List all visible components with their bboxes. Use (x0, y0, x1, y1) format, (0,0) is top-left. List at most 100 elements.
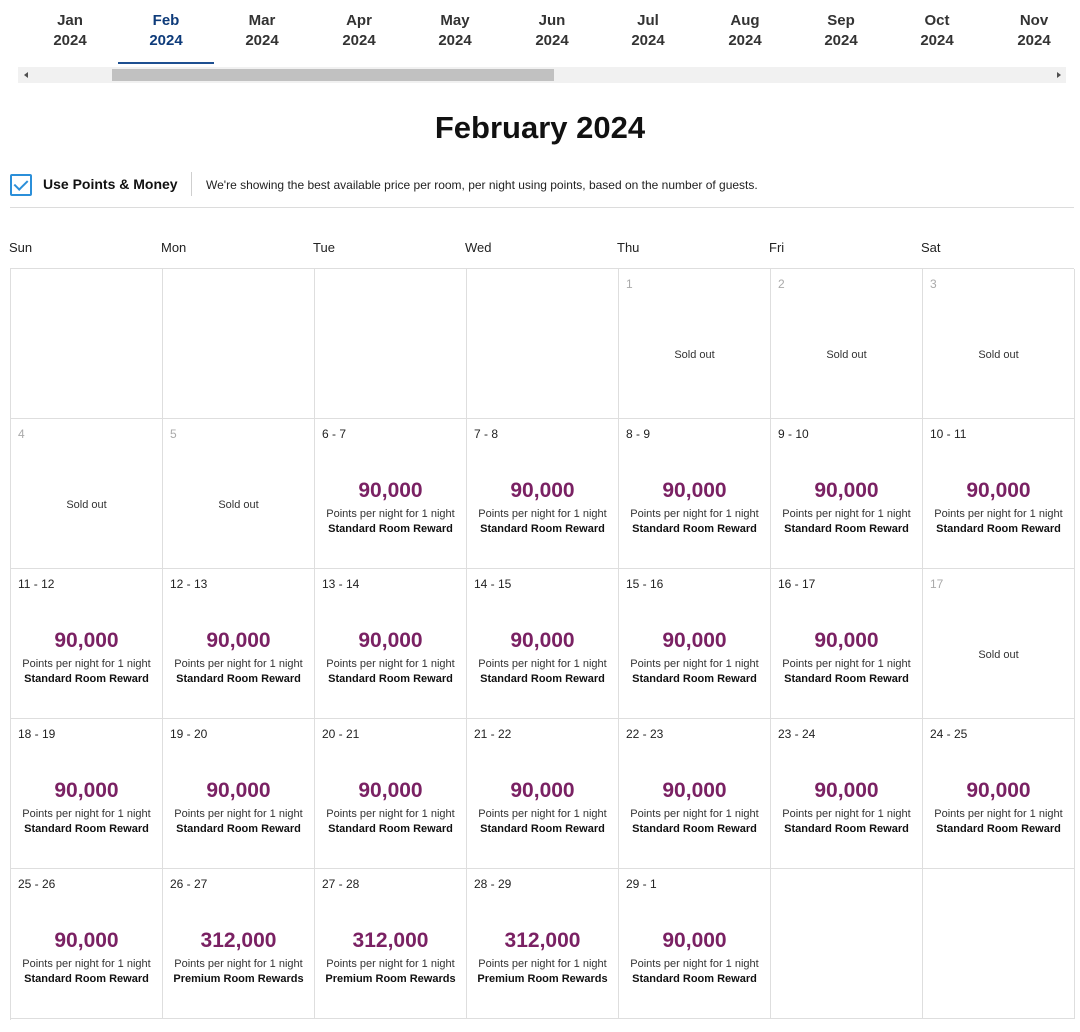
calendar-day-cell[interactable]: 11 - 12 90,000 Points per night for 1 nigh… (11, 569, 163, 719)
calendar-day-cell[interactable]: 24 - 25 90,000 Points per night for 1 nigh… (923, 719, 1075, 869)
calendar-day-cell[interactable]: 14 - 15 90,000 Points per night for 1 nigh… (467, 569, 619, 719)
month-tab-feb[interactable]: Feb 2024 (118, 0, 214, 64)
points-per-night-label: Points per night for 1 night (630, 508, 759, 520)
cell-date: 6 - 7 (322, 427, 347, 441)
sold-out-label: Sold out (978, 349, 1019, 361)
reward-type-label: Standard Room Reward (784, 823, 909, 835)
points-per-night-label: Points per night for 1 night (22, 658, 151, 670)
reward-type-label: Standard Room Reward (632, 973, 757, 985)
cell-date: 11 - 12 (18, 577, 55, 591)
cell-date: 26 - 27 (170, 877, 208, 891)
calendar-cell-empty (771, 869, 923, 1019)
month-tab-year: 2024 (438, 32, 472, 49)
cell-date: 25 - 26 (18, 877, 56, 891)
points-price: 90,000 (662, 779, 727, 802)
month-tab-name: Jan (57, 12, 83, 29)
month-tab-oct[interactable]: Oct 2024 (889, 0, 985, 64)
reward-type-label: Standard Room Reward (480, 523, 605, 535)
points-money-note: We're showing the best available price p… (206, 178, 758, 192)
cell-date: 8 - 9 (626, 427, 651, 441)
calendar-day-cell[interactable]: 28 - 29 312,000 Points per night for 1 nig… (467, 869, 619, 1019)
cell-date: 1 (626, 277, 633, 291)
reward-type-label: Standard Room Reward (328, 673, 453, 685)
reward-type-label: Standard Room Reward (176, 823, 301, 835)
calendar-day-cell[interactable]: 10 - 11 90,000 Points per night for 1 nigh… (923, 419, 1075, 569)
cell-date: 9 - 10 (778, 427, 809, 441)
scroll-thumb[interactable] (112, 69, 554, 81)
points-price: 90,000 (510, 479, 575, 502)
month-tab-jun[interactable]: Jun 2024 (504, 0, 600, 64)
cell-date: 27 - 28 (322, 877, 360, 891)
cell-date: 22 - 23 (626, 727, 664, 741)
points-per-night-label: Points per night for 1 night (174, 658, 303, 670)
month-scrollbar[interactable] (18, 67, 1066, 83)
calendar-day-cell[interactable]: 16 - 17 90,000 Points per night for 1 nigh… (771, 569, 923, 719)
points-money-checkbox[interactable] (10, 174, 32, 196)
month-tab-jan[interactable]: Jan 2024 (22, 0, 118, 64)
month-tab-year: 2024 (824, 32, 858, 49)
points-price: 90,000 (814, 779, 879, 802)
points-per-night-label: Points per night for 1 night (326, 958, 455, 970)
month-tab-year: 2024 (535, 32, 569, 49)
cell-date: 23 - 24 (778, 727, 816, 741)
reward-type-label: Standard Room Reward (784, 523, 909, 535)
month-tab-mar[interactable]: Mar 2024 (214, 0, 310, 64)
calendar-day-cell[interactable]: 18 - 19 90,000 Points per night for 1 nigh… (11, 719, 163, 869)
calendar-day-cell[interactable]: 9 - 10 90,000 Points per night for 1 night… (771, 419, 923, 569)
calendar-day-cell[interactable]: 15 - 16 90,000 Points per night for 1 nigh… (619, 569, 771, 719)
calendar-day-cell[interactable]: 12 - 13 90,000 Points per night for 1 nigh… (163, 569, 315, 719)
points-price: 90,000 (358, 779, 423, 802)
calendar-day-cell[interactable]: 6 - 7 90,000 Points per night for 1 night S… (315, 419, 467, 569)
cell-date: 12 - 13 (170, 577, 208, 591)
cell-date: 2 (778, 277, 785, 291)
calendar-day-cell[interactable]: 23 - 24 90,000 Points per night for 1 nigh… (771, 719, 923, 869)
cell-date: 20 - 21 (322, 727, 360, 741)
cell-date: 21 - 22 (474, 727, 512, 741)
month-tab-nov[interactable]: Nov 2024 (986, 0, 1080, 64)
cell-date: 19 - 20 (170, 727, 208, 741)
month-tab-jul[interactable]: Jul 2024 (600, 0, 696, 64)
calendar-day-cell: 4 Sold out (11, 419, 163, 569)
points-price: 90,000 (966, 779, 1031, 802)
calendar-day-cell[interactable]: 21 - 22 90,000 Points per night for 1 nigh… (467, 719, 619, 869)
points-per-night-label: Points per night for 1 night (782, 808, 911, 820)
reward-type-label: Standard Room Reward (24, 673, 149, 685)
month-tab-year: 2024 (342, 32, 376, 49)
month-tab-name: Apr (346, 12, 372, 29)
calendar-cell-empty (923, 869, 1075, 1019)
month-tab-apr[interactable]: Apr 2024 (311, 0, 407, 64)
cell-date: 4 (18, 427, 25, 441)
month-tab-name: Mar (248, 12, 276, 29)
points-per-night-label: Points per night for 1 night (630, 808, 759, 820)
scroll-right-arrow-icon[interactable] (1050, 67, 1066, 83)
sold-out-label: Sold out (66, 499, 107, 511)
weekday-mon: Mon (161, 240, 187, 255)
calendar-day-cell[interactable]: 19 - 20 90,000 Points per night for 1 nigh… (163, 719, 315, 869)
points-per-night-label: Points per night for 1 night (174, 808, 303, 820)
calendar-day-cell[interactable]: 8 - 9 90,000 Points per night for 1 night S… (619, 419, 771, 569)
calendar-day-cell[interactable]: 26 - 27 312,000 Points per night for 1 nig… (163, 869, 315, 1019)
points-price: 312,000 (352, 929, 429, 952)
month-tab-year: 2024 (245, 32, 279, 49)
calendar-day-cell[interactable]: 27 - 28 312,000 Points per night for 1 nig… (315, 869, 467, 1019)
scroll-left-arrow-icon[interactable] (18, 67, 34, 83)
month-tab-sep[interactable]: Sep 2024 (793, 0, 889, 64)
points-per-night-label: Points per night for 1 night (782, 658, 911, 670)
points-price: 90,000 (662, 929, 727, 952)
calendar-day-cell[interactable]: 22 - 23 90,000 Points per night for 1 nigh… (619, 719, 771, 869)
calendar-day-cell[interactable]: 25 - 26 90,000 Points per night for 1 nigh… (11, 869, 163, 1019)
calendar-day-cell[interactable]: 7 - 8 90,000 Points per night for 1 night S… (467, 419, 619, 569)
month-tab-name: Aug (730, 12, 760, 29)
calendar-day-cell[interactable]: 13 - 14 90,000 Points per night for 1 nigh… (315, 569, 467, 719)
points-price: 90,000 (966, 479, 1031, 502)
points-per-night-label: Points per night for 1 night (22, 958, 151, 970)
calendar-day-cell[interactable]: 20 - 21 90,000 Points per night for 1 nigh… (315, 719, 467, 869)
points-money-label[interactable]: Use Points & Money (43, 176, 178, 192)
calendar-month-title: February 2024 (434, 110, 646, 145)
reward-type-label: Standard Room Reward (480, 673, 605, 685)
calendar-day-cell: 5 Sold out (163, 419, 315, 569)
month-tab-aug[interactable]: Aug 2024 (697, 0, 793, 64)
calendar-day-cell[interactable]: 29 - 1 90,000 Points per night for 1 night… (619, 869, 771, 1019)
month-tab-may[interactable]: May 2024 (407, 0, 503, 64)
cell-date: 7 - 8 (474, 427, 499, 441)
